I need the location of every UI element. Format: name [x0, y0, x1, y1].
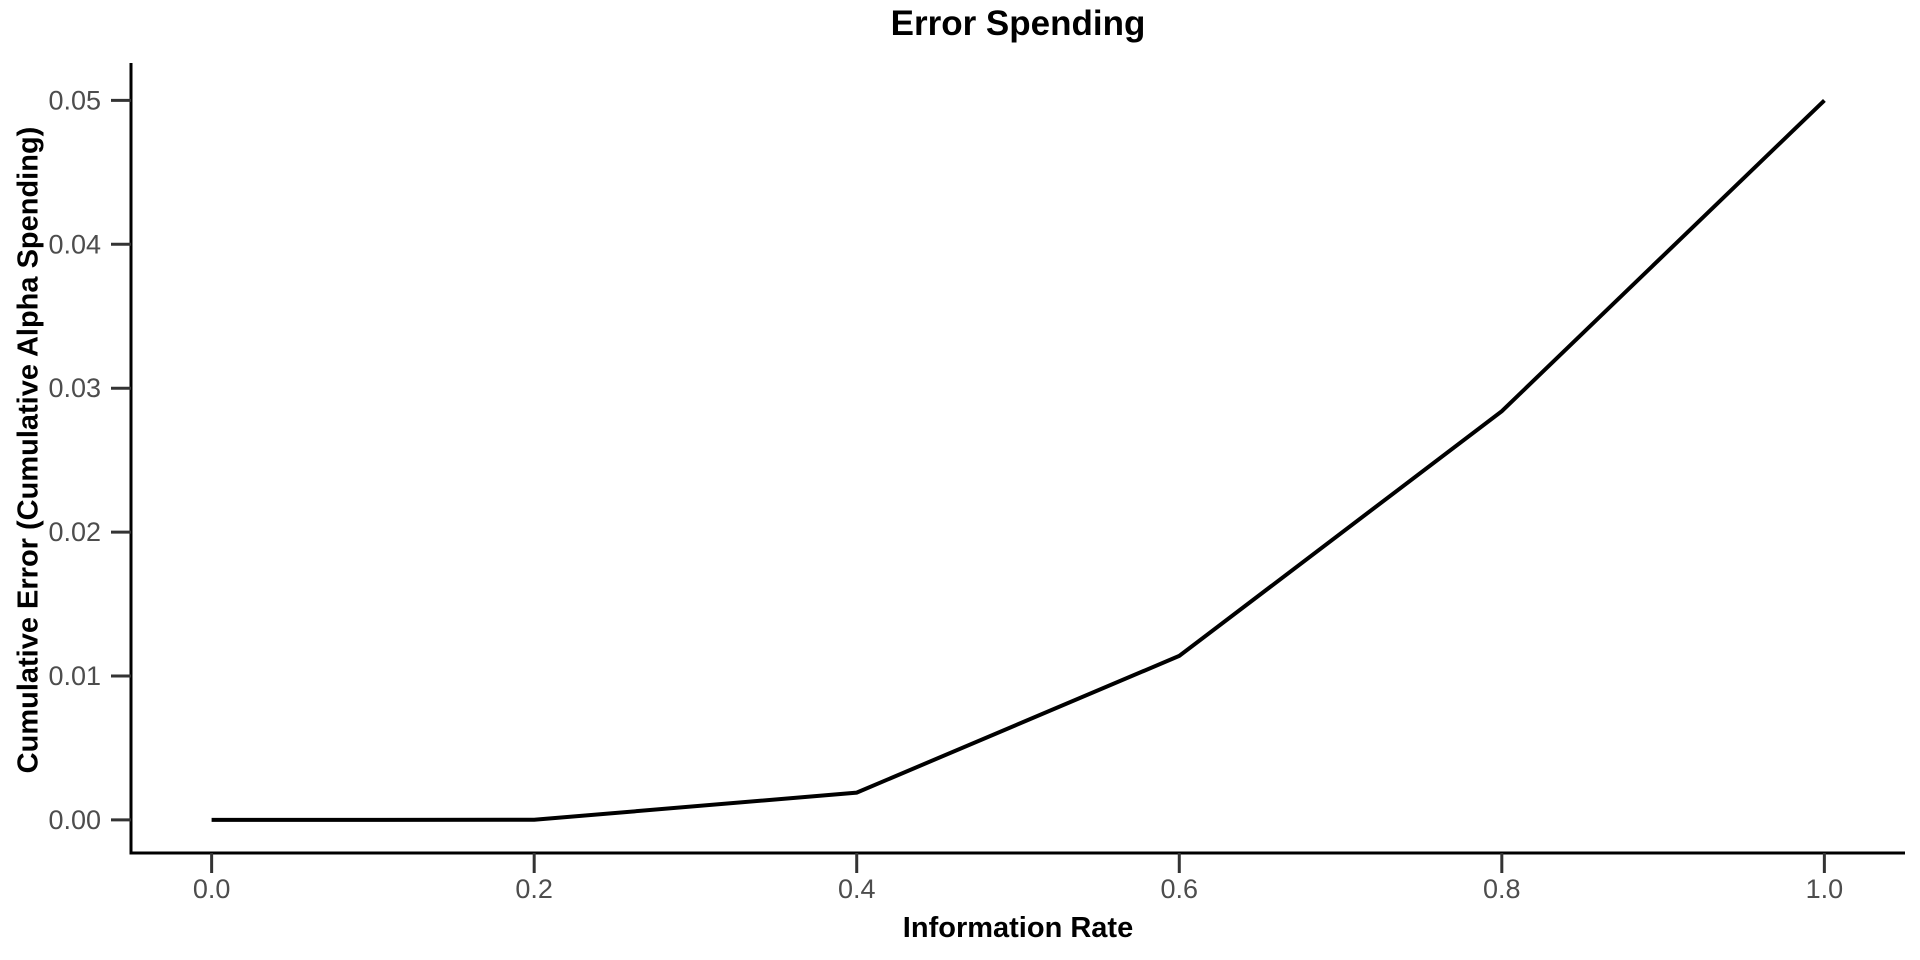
- x-axis-title: Information Rate: [902, 912, 1134, 944]
- x-tick-label: 0.0: [193, 874, 231, 904]
- series-line-cumulative-alpha-spending: [211, 98, 1826, 822]
- y-tick-label: 0.04: [48, 229, 101, 259]
- x-tick-label: 1.0: [1806, 874, 1844, 904]
- x-tick-label: 0.2: [515, 874, 553, 904]
- y-tick-label: 0.03: [48, 373, 101, 403]
- x-tick-label: 0.4: [838, 874, 876, 904]
- x-tick-label: 0.6: [1160, 874, 1198, 904]
- y-tick-label: 0.00: [48, 805, 101, 835]
- y-tick-label: 0.02: [48, 517, 101, 547]
- y-tick-label: 0.01: [48, 661, 101, 691]
- chart-title: Error Spending: [890, 4, 1146, 43]
- x-tick-label: 0.8: [1483, 874, 1521, 904]
- y-tick-label: 0.05: [48, 85, 101, 115]
